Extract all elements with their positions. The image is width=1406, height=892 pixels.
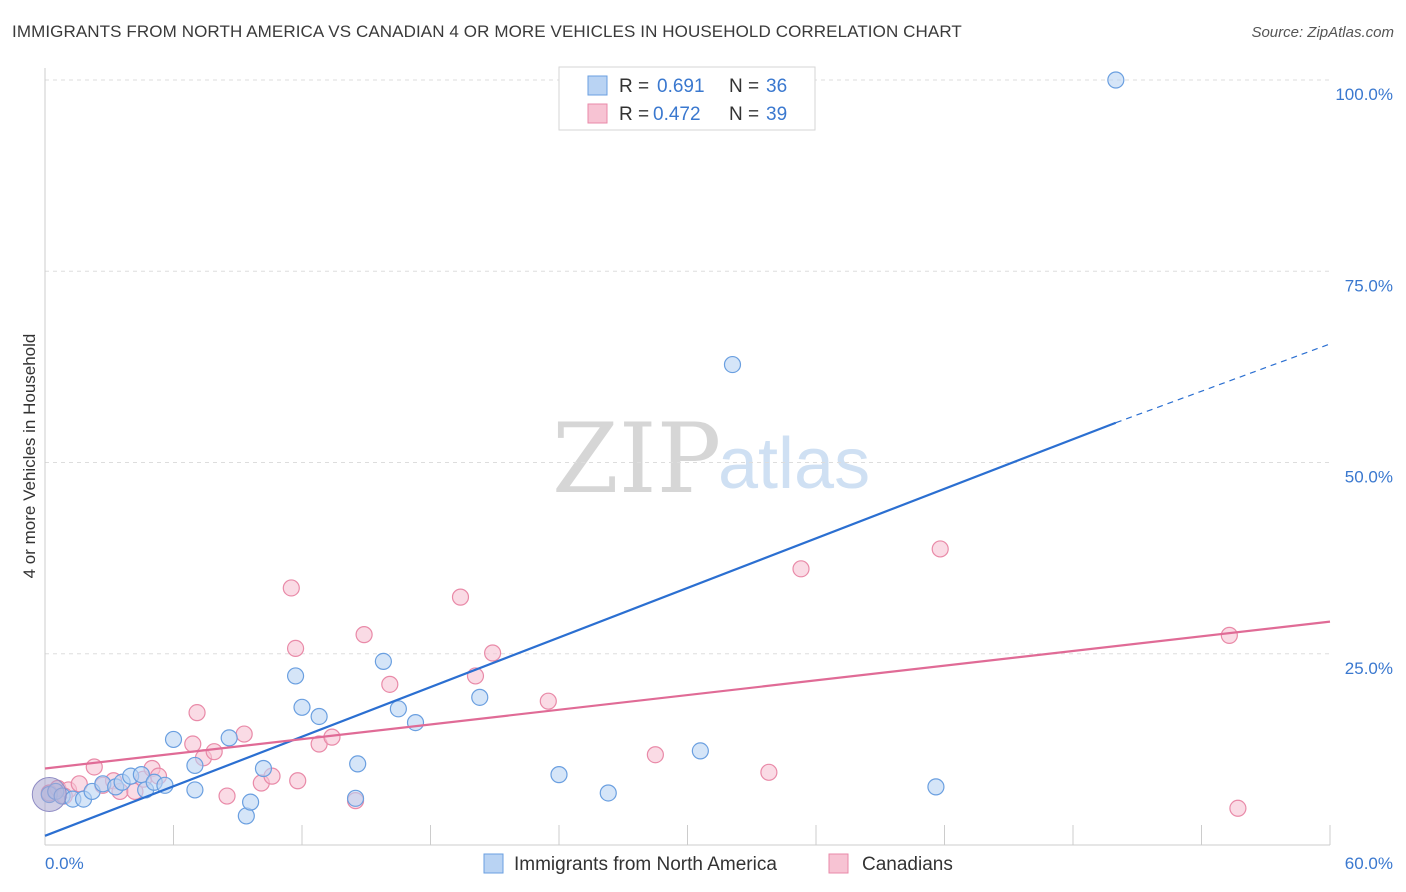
point-canadians-20 [289,772,307,790]
legend-n-label-2: N = [729,104,759,125]
point-canadians-33 [760,763,778,781]
trend-line-immigrants [44,421,1117,837]
point-canadians-12 [188,704,206,722]
point-canadians-36 [1229,799,1247,817]
watermark-zip: ZIP [552,403,721,515]
point-immigrants-33 [927,778,945,796]
point-canadians-27 [381,675,399,693]
point-immigrants-32 [723,355,742,374]
point-immigrants-20 [310,707,328,726]
y-tick-label-1: 50.0% [1345,468,1393,487]
legend-r-value-2: 0.472 [653,104,701,125]
legend-r-value-1: 0.691 [657,76,705,97]
point-canadians-37 [1220,626,1238,644]
point-canadians-13 [184,735,202,753]
trend-line-canadians [44,620,1331,770]
point-immigrants-21 [293,698,311,716]
series-legend-label-canadians: Canadians [862,854,953,875]
point-canadians-15 [205,743,223,761]
point-immigrants-27 [389,700,407,718]
point-immigrants-26 [406,713,425,732]
series-legend-label-immigrants: Immigrants from North America [514,854,777,875]
point-immigrants-35 [220,729,238,747]
y-tick-label-2: 75.0% [1345,276,1393,295]
y-tick-label-3: 100.0% [1335,85,1393,104]
x-tick-label-min: 0.0% [45,854,84,873]
trend-lines [44,343,1331,837]
y-tick-label-0: 25.0% [1345,659,1393,678]
point-canadians-35 [931,540,949,558]
point-immigrants-30 [599,784,617,802]
stats-legend: R = 0.691 N = 36 R = 0.472 N = 39 [558,66,816,131]
point-canadians-21 [282,579,300,597]
source-note: Source: ZipAtlas.com [1251,24,1394,41]
x-tick-label-max: 60.0% [1345,854,1393,873]
legend-n-value-2: 39 [766,104,787,125]
point-canadians-31 [539,692,557,710]
chart-title: IMMIGRANTS FROM NORTH AMERICA VS CANADIA… [12,22,962,41]
point-immigrants-15 [186,756,204,775]
point-immigrants-19 [254,759,273,778]
point-immigrants-29 [550,766,568,784]
point-canadians-32 [646,746,664,764]
point-canadians-30 [484,644,502,662]
point-cluster-origin [31,777,67,813]
point-canadians-22 [286,639,305,657]
legend-n-value-1: 36 [766,76,787,97]
y-axis-label: 4 or more Vehicles in Household [20,334,39,579]
point-canadians-34 [792,560,810,578]
gridlines [45,79,1330,655]
series-legend-swatch-pink [828,853,849,874]
watermark: ZIP atlas [552,403,870,515]
point-immigrants-25 [374,652,392,671]
y-tick-labels: 25.0% 50.0% 75.0% 100.0% [1335,85,1393,678]
point-immigrants-18 [242,793,260,811]
point-immigrants-22 [286,667,305,685]
series-legend-swatch-blue [483,853,504,874]
trend-line-immigrants-extension [1115,343,1331,424]
point-immigrants-28 [471,688,489,706]
point-immigrants-24 [349,755,367,773]
legend-r-label-1: R = [619,76,649,97]
point-immigrants-23 [346,789,365,807]
x-tick-labels: 0.0% 60.0% [45,854,1393,873]
point-canadians-16 [218,787,236,805]
legend-swatch-blue [587,75,608,96]
point-canadians-17 [235,725,253,743]
series-legend: Immigrants from North America Canadians [483,853,953,875]
point-immigrants-31 [691,742,709,760]
series-canadians-points [40,540,1247,817]
legend-swatch-pink [587,103,608,124]
axes [44,68,1331,846]
series-immigrants-points [31,71,1125,825]
watermark-atlas: atlas [718,424,870,504]
point-immigrants-16 [186,781,204,799]
point-immigrants-34 [1107,71,1125,89]
legend-r-label-2: R = [619,104,649,125]
point-canadians-26 [355,626,373,644]
point-immigrants-14 [164,730,183,749]
legend-n-label-1: N = [729,76,759,97]
point-canadians-28 [451,588,470,606]
